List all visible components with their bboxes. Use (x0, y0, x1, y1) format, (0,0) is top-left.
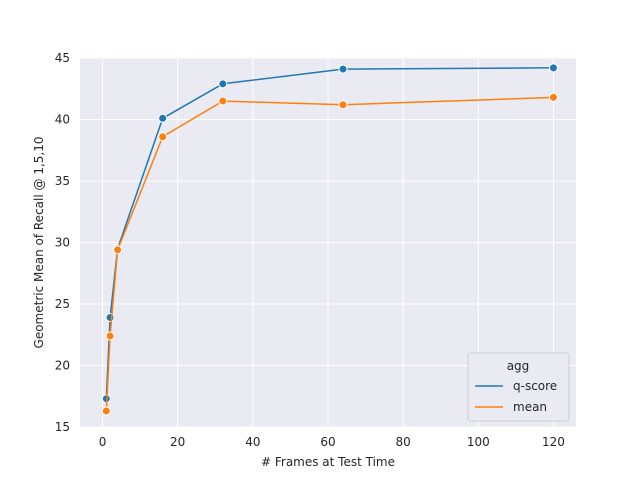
x-tick-label: 80 (396, 435, 411, 449)
legend-box (467, 352, 570, 422)
x-tick-label: 20 (170, 435, 185, 449)
legend-label-q-score: q-score (513, 379, 557, 393)
y-tick-label: 35 (55, 174, 70, 188)
y-tick-label: 30 (55, 236, 70, 250)
legend: agg q-score mean (467, 352, 570, 422)
y-tick-label: 15 (55, 420, 70, 434)
data-point-mean (218, 96, 228, 106)
data-point-mean (338, 100, 348, 110)
data-point-q-score (105, 313, 115, 323)
tick-labels: 0 20 40 60 80 100 120 15 20 25 30 35 40 45 (55, 51, 565, 449)
x-axis-label: # Frames at Test Time (261, 455, 395, 469)
x-tick-label: 120 (542, 435, 565, 449)
x-tick-label: 0 (99, 435, 107, 449)
legend-title: agg (507, 359, 530, 373)
data-point-q-score (548, 63, 558, 73)
x-tick-label: 100 (467, 435, 490, 449)
y-tick-label: 40 (55, 113, 70, 127)
y-axis-label: Geometric Mean of Recall @ 1,5,10 (32, 137, 46, 349)
x-tick-label: 40 (245, 435, 260, 449)
data-point-mean (105, 331, 115, 341)
legend-label-mean: mean (513, 400, 547, 414)
data-point-q-score (338, 64, 348, 74)
y-tick-label: 20 (55, 359, 70, 373)
data-point-mean (548, 92, 558, 102)
data-point-mean (113, 245, 123, 255)
series-layer (101, 63, 558, 416)
y-tick-label: 25 (55, 297, 70, 311)
data-point-q-score (218, 79, 228, 89)
y-tick-label: 45 (55, 51, 70, 65)
x-tick-label: 60 (320, 435, 335, 449)
grid-lines (80, 57, 576, 428)
data-point-q-score (158, 113, 168, 123)
data-point-mean (101, 406, 111, 416)
data-point-mean (158, 132, 168, 142)
